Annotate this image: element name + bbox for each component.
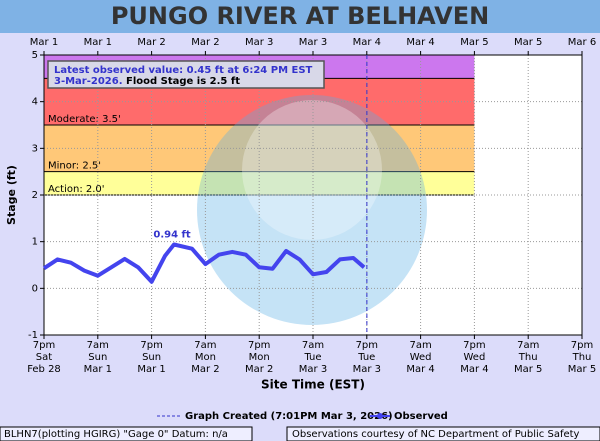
title-bar [0, 0, 600, 33]
y-tick-label: 3 [32, 143, 38, 154]
x-tick-label: Wed [410, 352, 432, 363]
x-tick-label: Feb 28 [27, 364, 61, 375]
x-tick-label: 7pm [140, 340, 162, 351]
chart-title: PUNGO RIVER AT BELHAVEN [111, 2, 489, 30]
x-tick-label: Tue [303, 352, 321, 363]
x2-tick-label: Mar 5 [514, 37, 542, 48]
y-tick-label: 2 [32, 190, 38, 201]
x-tick-label: Mon [249, 352, 270, 363]
footer-box [0, 426, 253, 441]
x-tick-label: 7pm [571, 340, 593, 351]
flood-label: Action: 2.0' [48, 184, 105, 195]
x-axis-label: Site Time (EST) [261, 378, 365, 392]
x-tick-label: Mar 5 [514, 364, 542, 375]
x-tick-label: 7am [87, 340, 109, 351]
x2-tick-label: Mar 6 [568, 37, 596, 48]
x-tick-label: Mar 3 [299, 364, 327, 375]
x2-tick-label: Mar 2 [191, 37, 219, 48]
info-line2: 3-Mar-2026. [54, 76, 123, 87]
x-tick-label: Mar 4 [406, 364, 434, 375]
x-tick-label: Thu [518, 352, 538, 363]
watermark [242, 100, 382, 240]
x-tick-label: Mar 1 [84, 364, 112, 375]
flood-label: Minor: 2.5' [48, 161, 101, 172]
y-tick-label: 4 [32, 97, 38, 108]
watermark [197, 95, 427, 325]
x-tick-label: Sat [36, 352, 52, 363]
x2-tick-label: Mar 4 [353, 37, 381, 48]
observed-line [42, 242, 366, 284]
x-tick-label: 7pm [248, 340, 270, 351]
plot-area: Action: 2.0' Minor: 2.5' Moderate: 3.5' -1 0… [27, 37, 596, 375]
x-tick-label: 7pm [356, 340, 378, 351]
x2-tick-label: Mar 4 [406, 37, 434, 48]
x-tick-label: 7pm [463, 340, 485, 351]
footer-box [286, 426, 600, 441]
y-tick-label: 5 [32, 50, 38, 61]
y-axis-label: Stage (ft) [5, 165, 18, 225]
x-tick-label: Mar 4 [460, 364, 488, 375]
x-tick-label: Mar 1 [137, 364, 165, 375]
x2-tick-label: Mar 3 [299, 37, 327, 48]
info-flood-stage: Flood Stage is 2.5 ft [126, 76, 240, 87]
info-line1: Latest observed value: 0.45 ft at 6:24 P… [54, 65, 313, 76]
x-tick-label: Sun [142, 352, 161, 363]
y-tick-label: 1 [32, 237, 38, 248]
y-tick-label: -1 [28, 330, 38, 341]
peak-label: 0.94 ft [153, 229, 191, 240]
x2-tick-label: Mar 1 [84, 37, 112, 48]
x-tick-label: 7am [194, 340, 216, 351]
x-tick-label: 7am [302, 340, 324, 351]
x-tick-label: Mar 2 [191, 364, 219, 375]
x-tick-label: Thu [572, 352, 592, 363]
footer-left: BLHN7(plotting HGIRG) "Gage 0" Datum: n/… [4, 429, 228, 440]
x2-tick-label: Mar 3 [245, 37, 273, 48]
legend-label: Graph Created (7:01PM Mar 3, 2026) [185, 411, 393, 422]
legend-label: Observed [394, 411, 448, 422]
x-tick-label: 7pm [33, 340, 55, 351]
plot-border [43, 54, 583, 336]
x2-tick-label: Mar 1 [30, 37, 58, 48]
x-tick-label: Tue [357, 352, 375, 363]
x2-tick-label: Mar 2 [137, 37, 165, 48]
info-box [47, 60, 325, 89]
footer-right: Observations courtesy of NC Department o… [292, 429, 580, 440]
x-tick-label: Sun [88, 352, 107, 363]
y-tick-label: 0 [32, 283, 38, 294]
flood-label: Moderate: 3.5' [48, 114, 121, 125]
x-tick-label: Mon [195, 352, 216, 363]
x-tick-label: Mar 5 [568, 364, 596, 375]
x-tick-label: Mar 2 [245, 364, 273, 375]
x-tick-label: Wed [463, 352, 485, 363]
x-tick-label: Mar 3 [353, 364, 381, 375]
x-tick-label: 7am [517, 340, 539, 351]
x-tick-label: 7am [409, 340, 431, 351]
x2-tick-label: Mar 5 [460, 37, 488, 48]
legend-swatch [377, 413, 383, 419]
